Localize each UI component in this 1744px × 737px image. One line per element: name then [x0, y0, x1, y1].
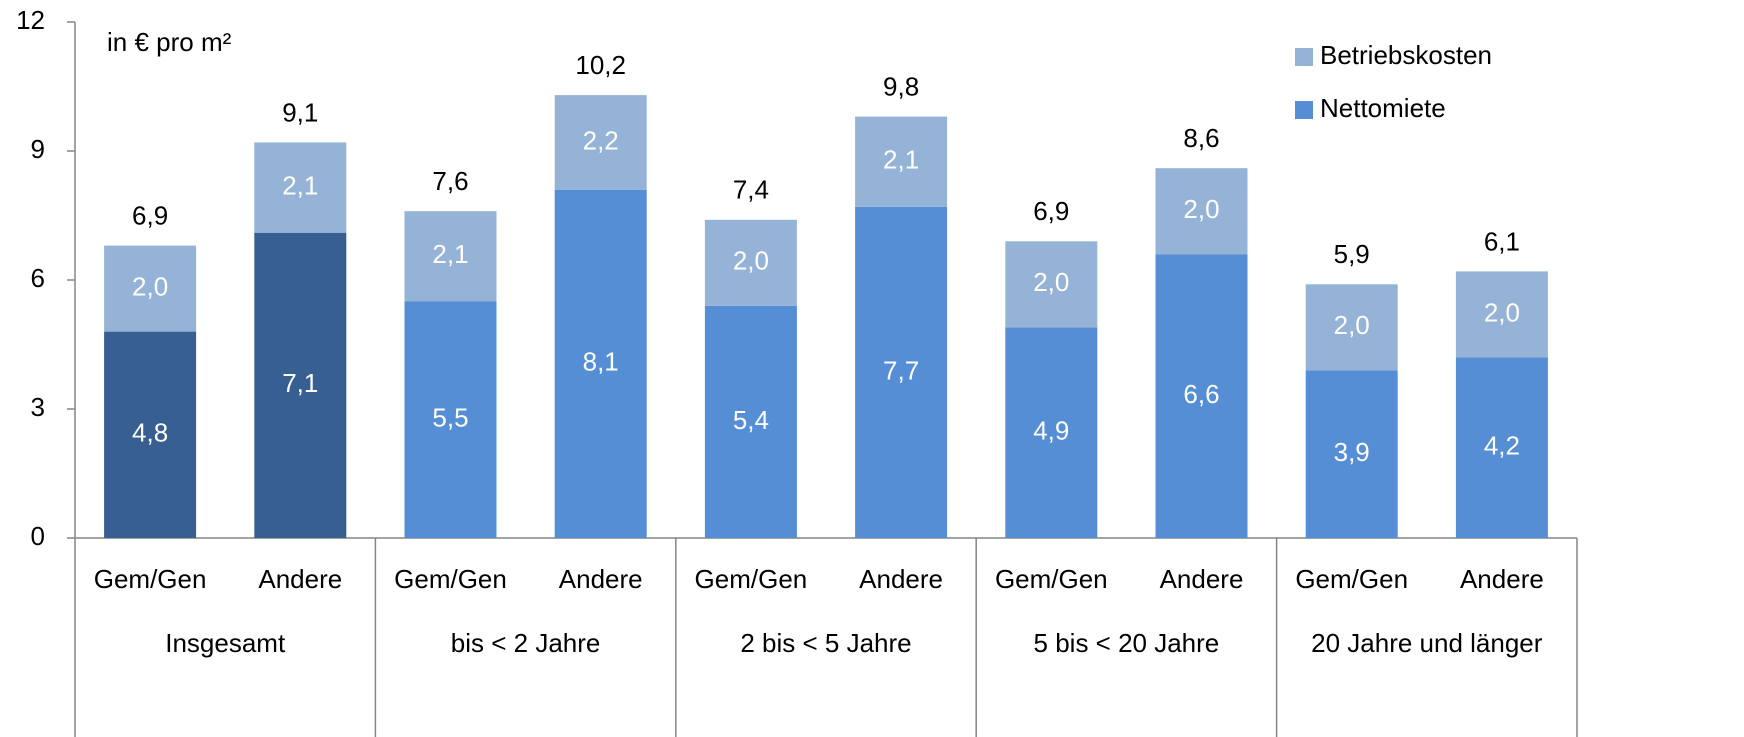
bar-segment	[704, 305, 797, 538]
bar-segment	[1305, 370, 1398, 538]
y-tick-label: 9	[31, 134, 45, 164]
bar-segment	[1455, 271, 1548, 358]
bar-segment	[404, 301, 497, 538]
bar-segment	[1005, 327, 1098, 538]
total-label: 6,9	[132, 200, 168, 230]
legend-label: Betriebskosten	[1320, 40, 1492, 70]
bar-segment	[1305, 284, 1398, 371]
value-label: 4,2	[1484, 431, 1520, 461]
value-label: 3,9	[1334, 437, 1370, 467]
y-tick-label: 0	[31, 521, 45, 551]
legend-label: Nettomiete	[1320, 93, 1446, 123]
bar-segment	[1005, 241, 1098, 328]
group-label: 5 bis < 20 Jahre	[1034, 628, 1220, 658]
bar-segment	[104, 331, 197, 538]
annotation: in € pro m²	[107, 27, 232, 57]
bar-segment	[254, 232, 347, 538]
y-tick-label: 12	[16, 5, 45, 35]
bar-segment	[104, 245, 197, 332]
y-tick-label: 3	[31, 392, 45, 422]
value-label: 7,7	[883, 355, 919, 385]
y-tick-label: 6	[31, 263, 45, 293]
x-tick-label: Gem/Gen	[1295, 564, 1408, 594]
x-tick-label: Andere	[258, 564, 342, 594]
value-label: 7,1	[282, 368, 318, 398]
x-tick-label: Gem/Gen	[695, 564, 808, 594]
total-label: 9,1	[282, 97, 318, 127]
value-label: 6,6	[1183, 379, 1219, 409]
value-label: 2,0	[1484, 297, 1520, 327]
bar-segment	[254, 142, 347, 233]
x-tick-label: Andere	[1160, 564, 1244, 594]
total-label: 6,9	[1033, 196, 1069, 226]
group-label: Insgesamt	[165, 628, 286, 658]
bar-segment	[704, 219, 797, 306]
x-tick-label: Gem/Gen	[394, 564, 507, 594]
value-label: 2,1	[432, 239, 468, 269]
value-label: 2,0	[132, 271, 168, 301]
bar-segment	[1155, 254, 1248, 538]
value-label: 2,0	[1334, 310, 1370, 340]
bar-segment	[554, 95, 647, 190]
x-tick-label: Andere	[859, 564, 943, 594]
group-label: 2 bis < 5 Jahre	[740, 628, 911, 658]
legend-swatch	[1295, 48, 1313, 66]
bar-segment	[404, 211, 497, 302]
total-label: 10,2	[575, 50, 626, 80]
bar-segment	[1155, 168, 1248, 255]
value-label: 4,8	[132, 418, 168, 448]
value-label: 4,9	[1033, 416, 1069, 446]
value-label: 2,0	[1033, 267, 1069, 297]
total-label: 9,8	[883, 71, 919, 101]
group-label: bis < 2 Jahre	[451, 628, 601, 658]
x-tick-label: Gem/Gen	[94, 564, 207, 594]
value-label: 2,2	[583, 125, 619, 155]
value-label: 5,4	[733, 405, 769, 435]
bar-segment	[855, 116, 948, 207]
total-label: 8,6	[1183, 123, 1219, 153]
total-label: 7,6	[432, 166, 468, 196]
x-tick-label: Andere	[1460, 564, 1544, 594]
value-label: 5,5	[432, 403, 468, 433]
total-label: 5,9	[1334, 239, 1370, 269]
value-label: 2,0	[1183, 194, 1219, 224]
legend-swatch	[1295, 101, 1313, 119]
value-label: 2,1	[282, 170, 318, 200]
total-label: 6,1	[1484, 226, 1520, 256]
value-label: 2,0	[733, 246, 769, 276]
total-label: 7,4	[733, 175, 769, 205]
value-label: 2,1	[883, 145, 919, 175]
bar-segment	[554, 189, 647, 538]
bar-segment	[855, 206, 948, 538]
bar-segment	[1455, 357, 1548, 538]
value-label: 8,1	[583, 347, 619, 377]
x-tick-label: Gem/Gen	[995, 564, 1108, 594]
x-tick-label: Andere	[559, 564, 643, 594]
group-label: 20 Jahre und länger	[1311, 628, 1543, 658]
